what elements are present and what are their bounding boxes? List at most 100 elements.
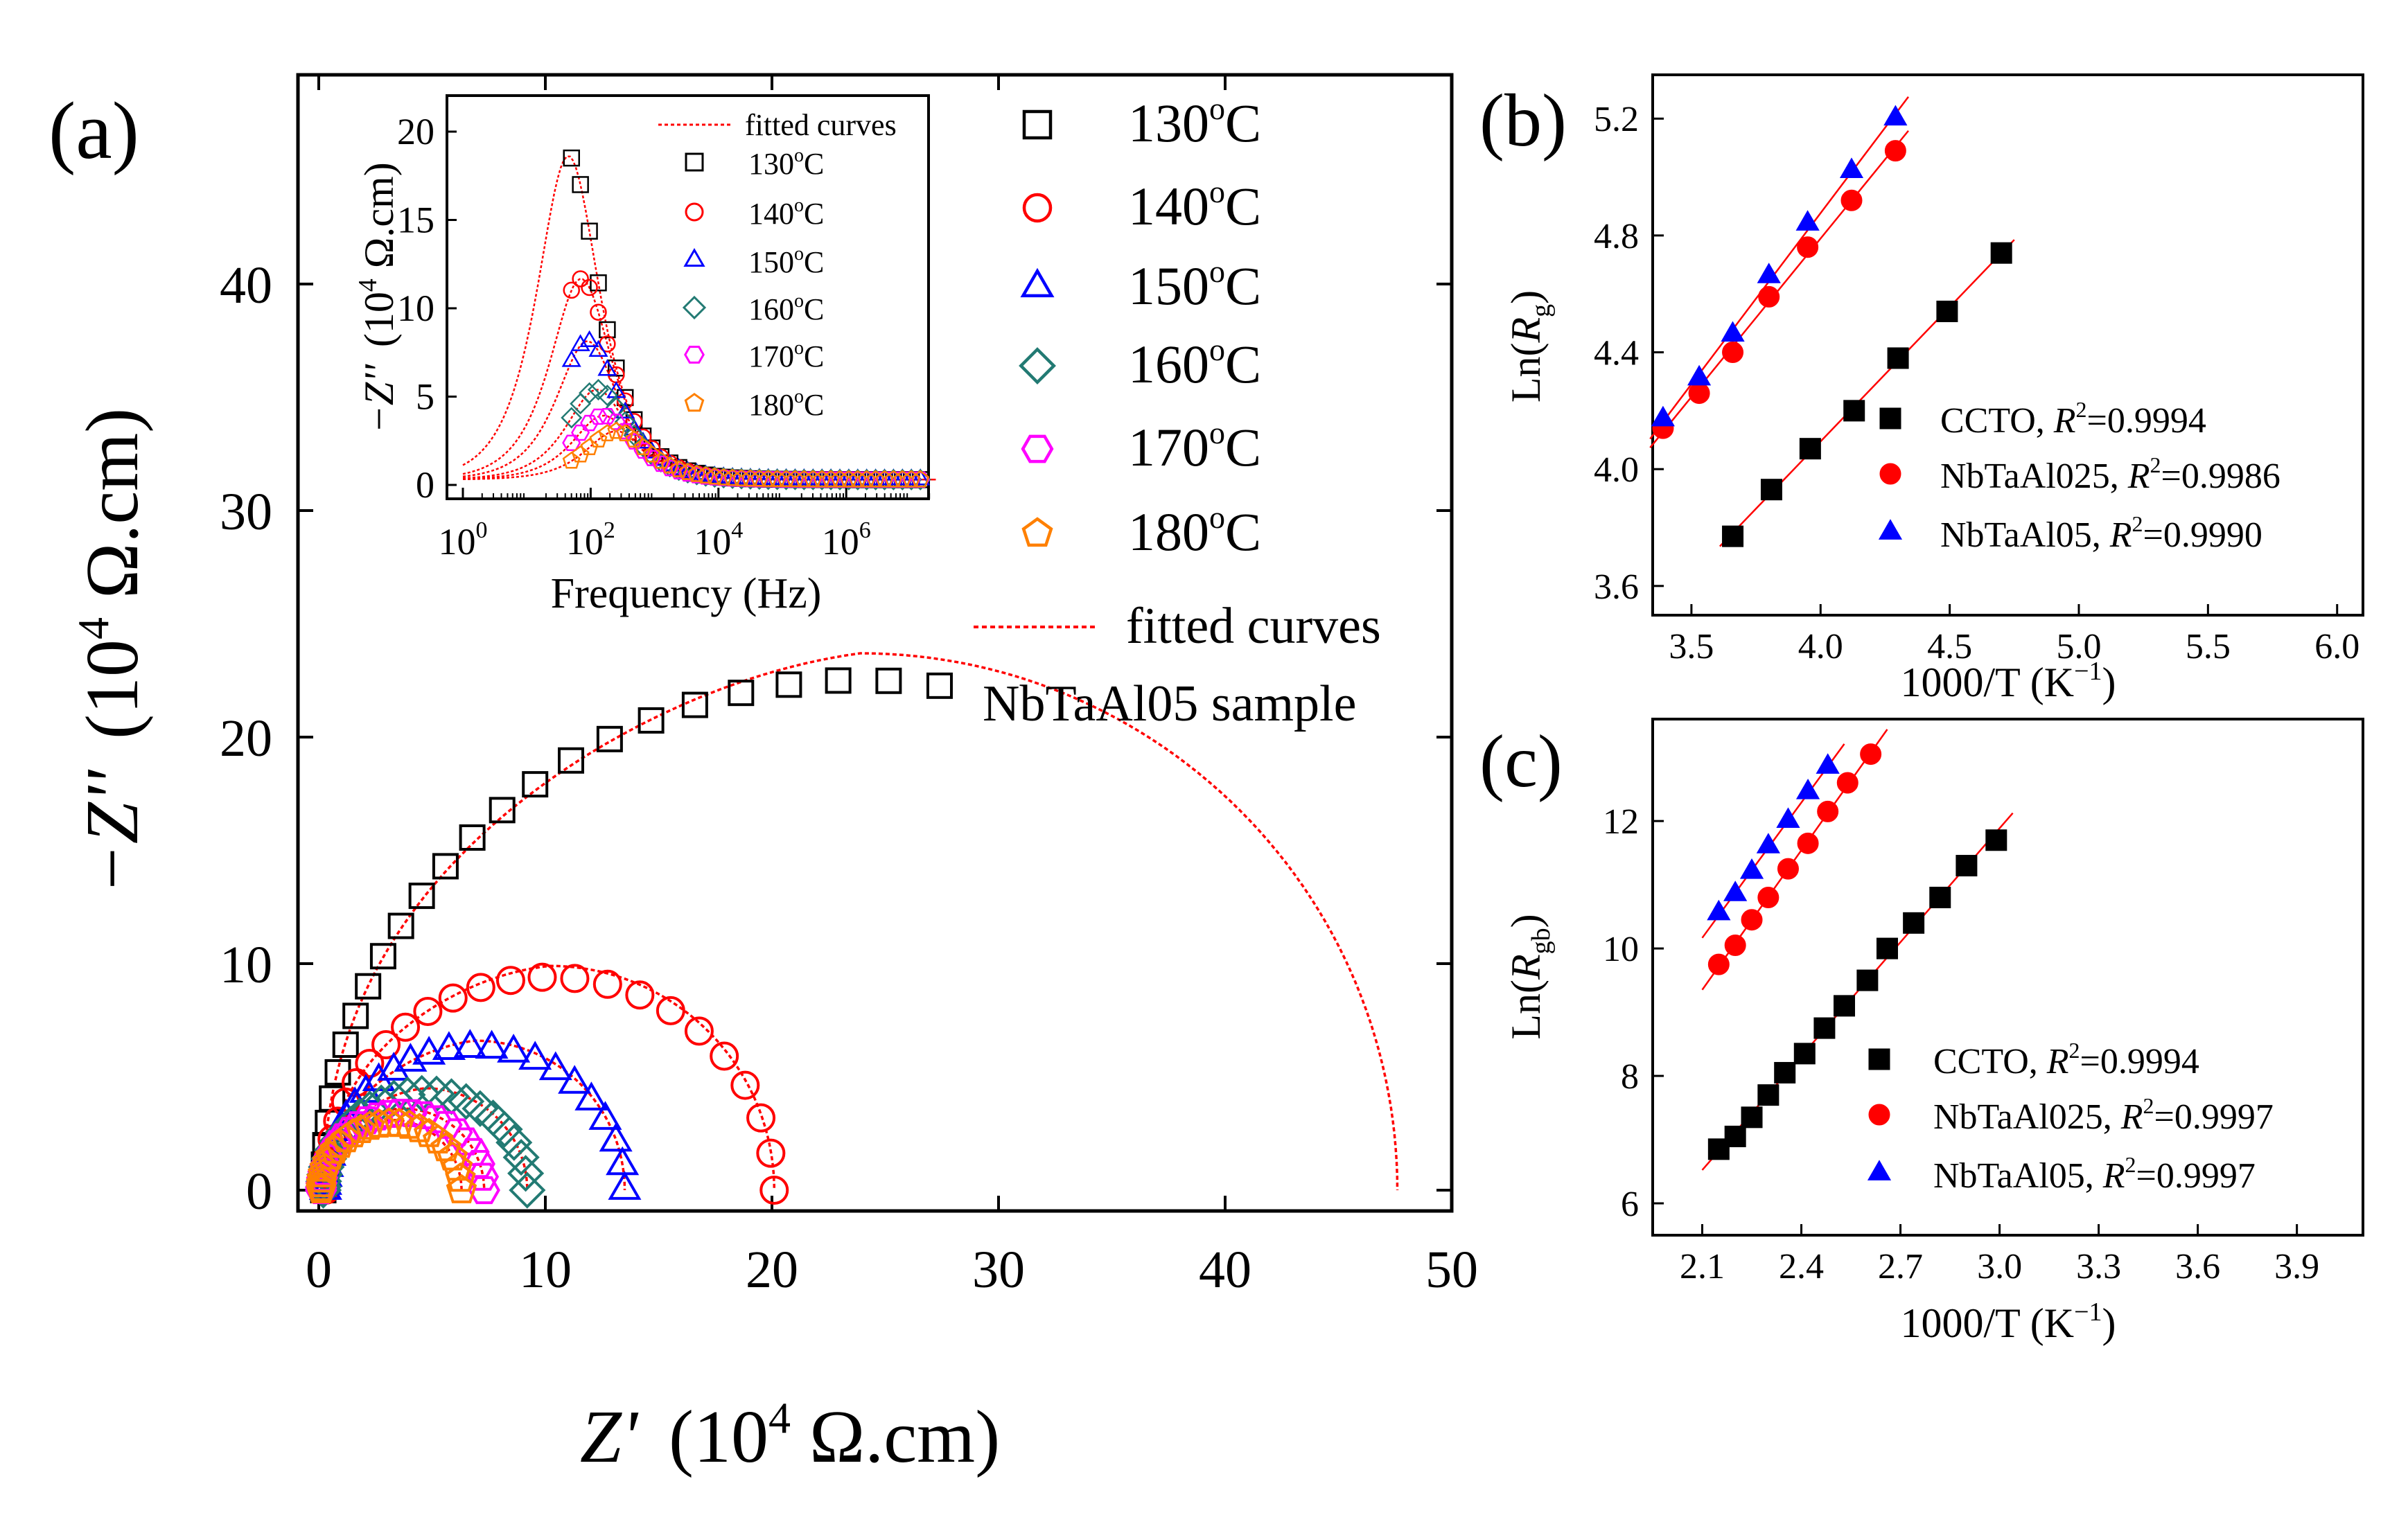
circle-marker — [1724, 935, 1746, 957]
triangle-marker — [475, 1029, 509, 1059]
diamond-marker — [495, 1124, 533, 1161]
triangle-marker — [1756, 833, 1780, 853]
circle-marker — [1707, 953, 1730, 975]
pentagon-marker — [723, 468, 742, 486]
pentagon-marker — [822, 470, 841, 488]
pentagon-marker — [363, 1108, 395, 1138]
pentagon-marker — [741, 469, 759, 487]
square-marker — [1722, 525, 1744, 547]
inset-x-tick-label: 102 — [566, 517, 615, 563]
triangle-marker — [538, 1051, 572, 1081]
circle-marker — [1022, 193, 1053, 223]
square-marker — [681, 691, 708, 718]
y-tick-label: 8 — [1621, 1057, 1639, 1097]
pentagon-marker — [714, 468, 733, 486]
pentagon-marker — [651, 451, 670, 469]
triangle-marker — [1707, 899, 1731, 921]
triangle-marker — [518, 1041, 552, 1070]
triangle-marker — [1878, 519, 1903, 540]
inset-legend-label: 130oC — [748, 145, 824, 181]
square-marker — [1022, 109, 1053, 140]
circle-marker — [563, 281, 580, 299]
pentagon-marker — [884, 470, 903, 488]
panel-b-legend: CCTO, R2=0.9994 NbTaAl025, R2=0.9986 NbTaA… — [1878, 397, 2280, 555]
triangle-marker — [714, 466, 734, 484]
pentagon-marker — [687, 465, 706, 482]
square-marker — [926, 672, 953, 699]
circle-marker — [592, 969, 622, 999]
triangle-marker — [1651, 405, 1675, 427]
x-tick-label: 4.0 — [1798, 627, 1843, 666]
legend-temp-label: 140oC — [1128, 174, 1261, 236]
pentagon-marker — [571, 445, 590, 463]
inset-frame — [446, 94, 930, 500]
x-tick-label: 20 — [746, 1241, 798, 1299]
circle-marker — [1758, 285, 1780, 308]
diamond-marker — [507, 1155, 545, 1192]
pentagon-marker — [857, 470, 876, 488]
y-tick-label: 4.4 — [1594, 334, 1639, 373]
triangle-marker — [561, 350, 581, 367]
pentagon-marker — [866, 470, 885, 488]
x-tick-label: 5.0 — [2057, 627, 2102, 666]
circle-marker — [1840, 189, 1863, 211]
triangle-marker — [911, 468, 931, 486]
circle-marker — [438, 983, 468, 1013]
inset-x-tick-label: 104 — [694, 517, 743, 563]
square-marker — [728, 680, 755, 707]
circle-marker — [625, 980, 655, 1010]
circle-marker — [756, 1138, 786, 1168]
circle-marker — [1879, 463, 1901, 485]
inset-markers — [561, 149, 931, 490]
panel-a-xlabel: Z' (104 Ω.cm) — [580, 1393, 1000, 1478]
square-marker — [1760, 479, 1782, 501]
pentagon-marker — [598, 424, 617, 441]
pentagon-marker — [795, 470, 814, 488]
pentagon-marker — [634, 438, 652, 455]
panel-c: (c) 2.1 2.4 2.7 3.0 3.3 3.6 3.9 6 8 10 12 CCTO, R2… — [1479, 718, 2364, 1346]
triangle-marker — [579, 330, 599, 348]
square-marker — [599, 321, 616, 339]
fit-line — [1719, 239, 2015, 547]
triangle-marker — [588, 1101, 622, 1130]
square-marker — [522, 771, 549, 798]
x-tick-label: 40 — [1199, 1241, 1251, 1299]
inset-y-tick-label: 15 — [397, 200, 434, 241]
square-marker — [1774, 1061, 1796, 1083]
panel-c-label: (c) — [1479, 720, 1563, 803]
diamond-marker — [682, 295, 707, 320]
square-marker — [1757, 1084, 1779, 1106]
pentagon-marker — [839, 470, 858, 488]
inset-y-tick-label: 5 — [416, 376, 434, 418]
legend-fit-label: fitted curves — [1126, 598, 1381, 655]
panel-c-ticks: 2.1 2.4 2.7 3.0 3.3 3.6 3.9 6 8 10 12 — [1603, 802, 2319, 1286]
square-marker — [1903, 912, 1925, 934]
diamond-marker — [462, 1090, 499, 1127]
square-marker — [1879, 407, 1901, 430]
circle-marker — [684, 1016, 714, 1046]
triangle-marker — [1020, 267, 1055, 298]
y-tick-label: 0 — [246, 1162, 272, 1221]
square-marker — [387, 912, 414, 939]
panel-c-markers — [1707, 743, 2007, 1160]
circle-marker — [391, 1012, 421, 1042]
pentagon-marker — [446, 1174, 477, 1203]
panel-c-ylabel: Ln(Rgb) — [1503, 914, 1556, 1039]
inset-x-tick-label: 100 — [439, 517, 488, 563]
square-marker — [342, 1002, 369, 1029]
hexagon-marker — [450, 1127, 482, 1156]
square-marker — [685, 152, 704, 172]
square-marker — [355, 973, 382, 1000]
triangle-marker — [1757, 263, 1781, 283]
square-marker — [459, 824, 486, 851]
legend-label: NbTaAl05, R2=0.9990 — [1940, 511, 2262, 555]
x-tick-label: 3.6 — [2175, 1247, 2220, 1286]
x-tick-label: 10 — [519, 1241, 572, 1299]
legend-label: NbTaAl025, R2=0.9997 — [1933, 1093, 2274, 1137]
triangle-marker — [608, 1171, 642, 1200]
square-marker — [369, 943, 396, 970]
circle-marker — [1777, 858, 1799, 880]
y-tick-label: 12 — [1603, 802, 1639, 842]
panel-b-ticks: 3.5 4.0 4.5 5.0 5.5 6.0 3.6 4.0 4.4 4.8 5.2 — [1594, 100, 2359, 666]
circle-marker — [730, 1070, 760, 1100]
